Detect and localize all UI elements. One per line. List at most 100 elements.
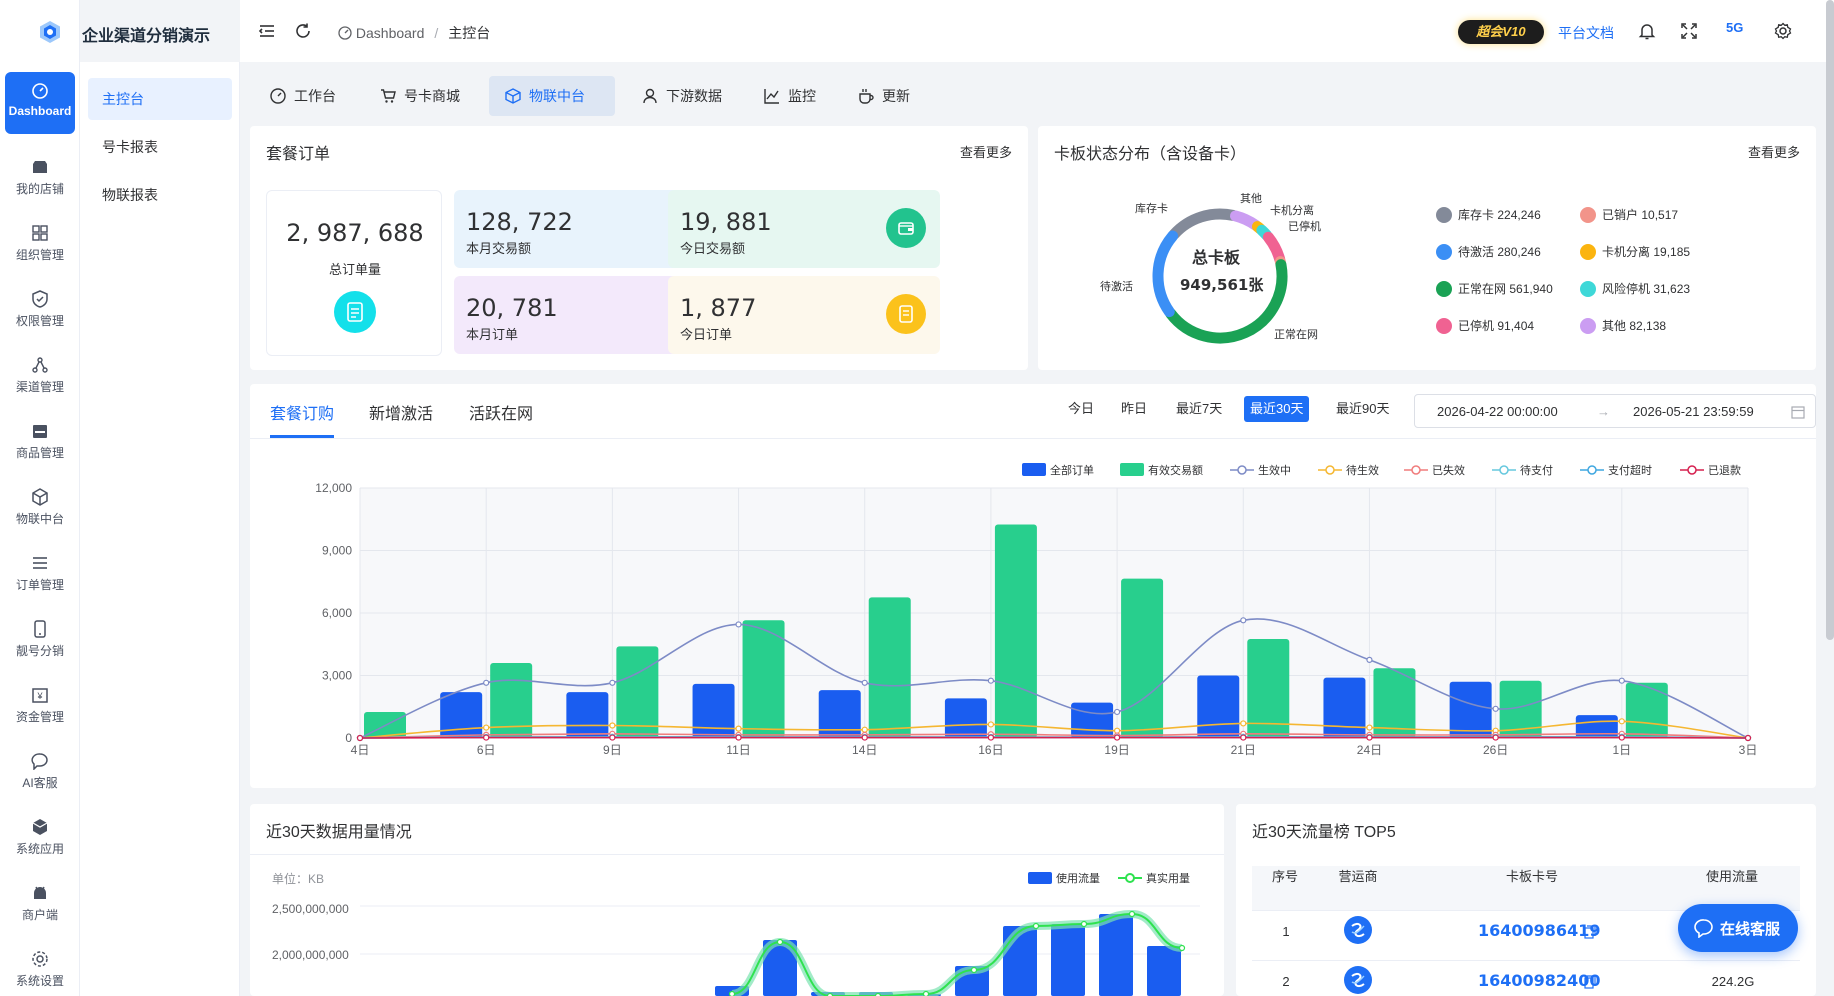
rail-item-3[interactable]: 权限管理 — [0, 280, 80, 342]
date-start[interactable]: 2026-04-22 00:00:00 — [1437, 404, 1558, 419]
rail-item-9[interactable]: ¥ 资金管理 — [0, 676, 80, 738]
usage-point[interactable] — [1128, 910, 1136, 918]
line-待生效[interactable] — [359, 720, 1749, 739]
point-已退款[interactable] — [1113, 734, 1121, 741]
date-range-picker[interactable]: 2026-04-22 00:00:00 → 2026-05-21 23:59:5… — [1414, 394, 1816, 428]
tab-card-mall[interactable]: 号卡商城 — [364, 76, 476, 116]
point-已退款[interactable] — [735, 734, 742, 741]
point-已退款[interactable] — [987, 734, 995, 741]
copy-icon[interactable] — [1584, 975, 1596, 989]
usage-bar[interactable] — [1147, 946, 1181, 996]
line-生效中[interactable] — [359, 618, 1749, 739]
bar-有效交易额[interactable] — [1247, 639, 1290, 738]
bar-有效交易额[interactable] — [994, 524, 1037, 738]
row1-card-number[interactable]: 16400986419 — [1478, 921, 1601, 940]
trend-legend-item[interactable]: 待支付 — [1492, 462, 1553, 478]
rail-item-0[interactable]: Dashboard — [5, 72, 75, 134]
tab-update[interactable]: 更新 — [842, 76, 926, 116]
board-legend-item[interactable]: 已销户 10,517 — [1580, 206, 1678, 223]
usage-point[interactable] — [1080, 920, 1088, 928]
submenu-item-iot-report[interactable]: 物联报表 — [102, 187, 158, 203]
point-生效中[interactable] — [483, 679, 490, 686]
vip-badge[interactable]: 超会V10 — [1458, 20, 1544, 44]
point-待生效[interactable] — [1366, 724, 1373, 731]
point-已退款[interactable] — [1366, 734, 1373, 741]
tab-downstream-data[interactable]: 下游数据 — [626, 76, 738, 116]
fullscreen-icon[interactable] — [1680, 22, 1698, 40]
point-待生效[interactable] — [609, 722, 616, 729]
donut-slice[interactable] — [1262, 231, 1286, 265]
rail-item-10[interactable]: AI客服 — [0, 742, 80, 804]
board-legend-item[interactable]: 待激活 280,246 — [1436, 243, 1541, 260]
platform-docs-link[interactable]: 平台文档 — [1558, 25, 1614, 41]
page-scrollbar[interactable] — [1826, 0, 1834, 640]
rail-item-5[interactable]: 商品管理 — [0, 412, 80, 474]
tab-monitor[interactable]: 监控 — [748, 76, 832, 116]
point-已退款[interactable] — [356, 734, 364, 742]
bar-全部订单[interactable] — [944, 698, 987, 738]
bar-有效交易额[interactable] — [1499, 680, 1542, 738]
point-已退款[interactable] — [1240, 734, 1247, 741]
point-生效中[interactable] — [1366, 656, 1373, 663]
bell-icon[interactable] — [1638, 22, 1656, 40]
submenu-item-card-report[interactable]: 号卡报表 — [102, 139, 158, 155]
breadcrumb-root[interactable]: Dashboard — [355, 25, 425, 41]
point-生效中[interactable] — [1492, 705, 1499, 712]
usage-point[interactable] — [1178, 944, 1186, 952]
rail-item-1[interactable]: 我的店铺 — [0, 148, 80, 210]
trend-legend-item[interactable]: 已退款 — [1680, 462, 1741, 478]
point-待生效[interactable] — [861, 726, 868, 733]
range-today[interactable]: 今日 — [1068, 401, 1095, 416]
submenu-item-main-console[interactable]: 主控台 — [88, 78, 232, 120]
tab-package-order[interactable]: 套餐订购 — [270, 406, 335, 423]
rail-item-4[interactable]: 渠道管理 — [0, 346, 80, 408]
online-service-button[interactable]: 在线客服 — [1678, 904, 1798, 952]
bar-全部订单[interactable] — [1197, 675, 1240, 739]
board-legend-item[interactable]: 已停机 91,404 — [1436, 317, 1534, 334]
trend-legend-item[interactable]: 已失效 — [1404, 462, 1465, 478]
bar-有效交易额[interactable] — [616, 646, 659, 738]
point-待生效[interactable] — [987, 721, 995, 728]
point-待生效[interactable] — [1240, 720, 1247, 727]
rail-item-6[interactable]: 物联中台 — [0, 478, 80, 540]
point-待生效[interactable] — [483, 724, 490, 731]
usage-point[interactable] — [826, 992, 834, 996]
point-已退款[interactable] — [1492, 734, 1499, 741]
board-legend-item[interactable]: 正常在网 561,940 — [1436, 280, 1553, 297]
board-legend-item[interactable]: 卡机分离 19,185 — [1580, 243, 1690, 260]
bar-全部订单[interactable] — [1071, 702, 1114, 738]
bar-全部订单[interactable] — [818, 690, 861, 738]
usage-point[interactable] — [776, 938, 784, 946]
range-30days[interactable]: 最近30天 — [1244, 396, 1310, 422]
point-待生效[interactable] — [1618, 718, 1625, 725]
bar-有效交易额[interactable] — [490, 663, 533, 738]
point-生效中[interactable] — [735, 621, 742, 628]
usage-line[interactable] — [731, 912, 1183, 996]
trend-legend-item[interactable]: 待生效 — [1318, 462, 1379, 478]
tab-active-online[interactable]: 活跃在网 — [469, 406, 534, 423]
usage-bar[interactable] — [1003, 926, 1037, 996]
bar-全部订单[interactable] — [692, 683, 735, 738]
donut-slice[interactable] — [1168, 208, 1239, 240]
point-生效中[interactable] — [987, 677, 995, 684]
donut-slice[interactable] — [1152, 230, 1179, 318]
copy-icon[interactable] — [1584, 925, 1596, 939]
usage-point[interactable] — [922, 990, 930, 996]
menu-fold-icon[interactable] — [258, 22, 276, 40]
trend-legend-item[interactable]: 全部订单 — [1022, 462, 1094, 478]
range-yesterday[interactable]: 昨日 — [1121, 401, 1148, 416]
refresh-icon[interactable] — [294, 22, 312, 40]
bar-全部订单[interactable] — [1449, 681, 1492, 738]
bar-有效交易额[interactable] — [868, 597, 911, 738]
rail-item-11[interactable]: 系统应用 — [0, 808, 80, 870]
point-已退款[interactable] — [861, 734, 868, 741]
point-生效中[interactable] — [1113, 708, 1121, 716]
usage-point[interactable] — [970, 966, 978, 974]
tab-iot-center[interactable]: 物联中台 — [489, 76, 615, 116]
row2-card-number[interactable]: 16400982400 — [1478, 971, 1601, 990]
bar-有效交易额[interactable] — [742, 620, 785, 738]
bar-全部订单[interactable] — [566, 692, 609, 738]
gear-icon[interactable] — [1774, 22, 1792, 40]
point-待生效[interactable] — [735, 725, 742, 732]
board-legend-item[interactable]: 库存卡 224,246 — [1436, 206, 1541, 223]
